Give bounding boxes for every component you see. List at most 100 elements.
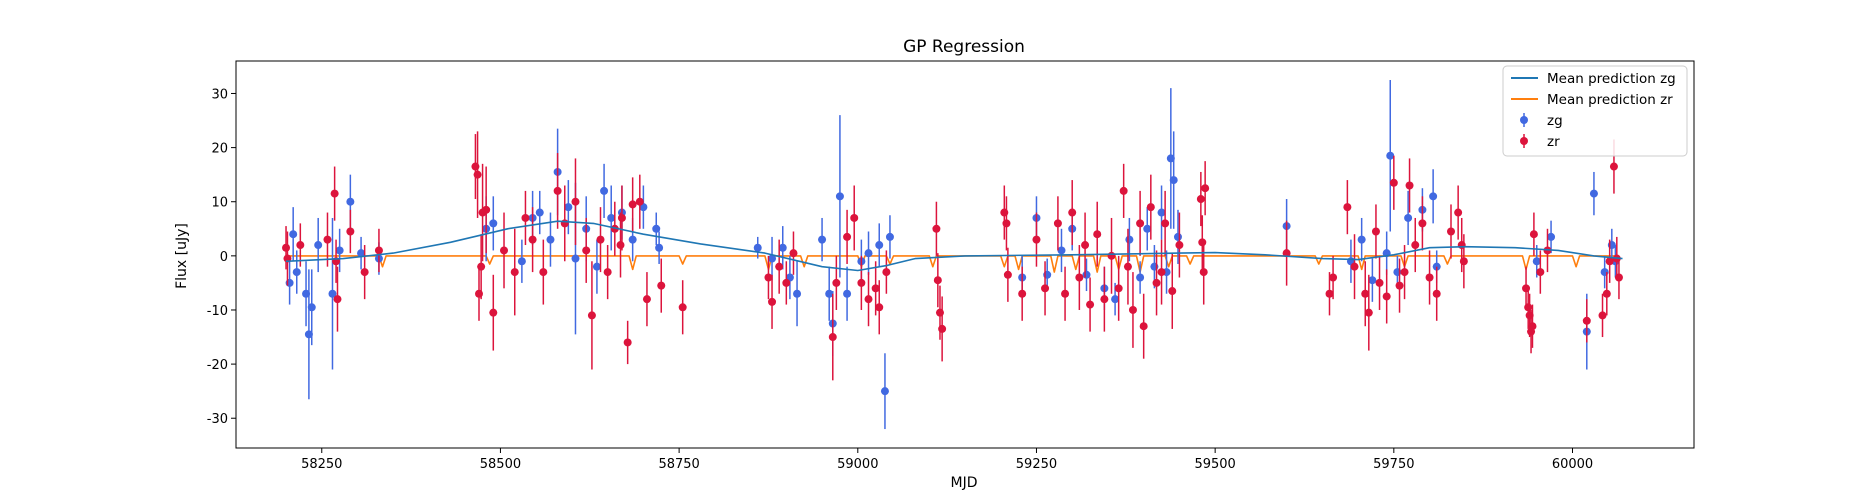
data-points: [282, 79, 1623, 430]
zg-point: [652, 224, 661, 233]
zr-point: [1614, 273, 1623, 282]
zr-point: [521, 213, 530, 222]
zr-point: [832, 278, 841, 287]
y-tick-label: -10: [207, 304, 228, 319]
zr-point: [882, 268, 891, 277]
zg-point: [1125, 235, 1134, 244]
x-axis-label: MJD: [951, 475, 978, 491]
zr-point: [482, 205, 491, 214]
zg-point: [1057, 246, 1066, 255]
zr-point: [1454, 208, 1463, 217]
zr-point: [330, 189, 339, 198]
zr-point: [616, 241, 625, 250]
zr-point: [596, 235, 605, 244]
y-tick-label: 30: [211, 87, 228, 102]
x-tick-label: 59500: [1194, 457, 1235, 472]
x-tick-label: 58250: [301, 457, 342, 472]
zg-point: [489, 219, 498, 228]
zr-point: [510, 268, 519, 277]
zr-point: [1371, 227, 1380, 236]
zg-point: [302, 289, 311, 298]
zr-point: [282, 243, 291, 252]
y-tick-label: -20: [207, 358, 228, 373]
zr-point: [1139, 322, 1148, 331]
legend-label-zg: zg: [1547, 113, 1563, 129]
zg-point: [314, 241, 323, 250]
zg-point: [1404, 213, 1413, 222]
zr-point: [560, 219, 569, 228]
zr-point: [678, 303, 687, 312]
zr-point: [1068, 208, 1077, 217]
zr-point: [539, 268, 548, 277]
zg-point: [1136, 273, 1145, 282]
zg-point: [304, 330, 313, 339]
zr-point: [1400, 268, 1409, 277]
zr-point: [782, 278, 791, 287]
zr-point: [657, 281, 666, 290]
zr-point: [333, 295, 342, 304]
zr-point: [789, 249, 798, 258]
zg-point: [1357, 235, 1366, 244]
y-tick-label: 10: [211, 196, 228, 211]
y-tick-label: 0: [220, 250, 228, 265]
zg-point: [1368, 276, 1377, 285]
zr-point: [1528, 322, 1537, 331]
zr-point: [473, 170, 482, 179]
zg-point: [535, 208, 544, 217]
zg-point: [1532, 257, 1541, 266]
legend-label-mean-zg: Mean prediction zg: [1547, 71, 1676, 87]
zg-point: [835, 192, 844, 201]
zr-point: [1447, 227, 1455, 236]
zg-point: [571, 254, 580, 263]
x-tick-label: 58500: [480, 457, 521, 472]
zr-point: [617, 213, 626, 222]
zr-point: [1609, 162, 1618, 171]
zg-point: [753, 243, 762, 252]
zr-point: [828, 333, 837, 342]
zr-point: [1128, 305, 1137, 314]
zr-point: [1382, 292, 1391, 301]
zr-point: [1053, 219, 1062, 228]
legend-swatch-point: [1520, 137, 1528, 145]
zr-point: [582, 246, 591, 255]
x-tick-label: 59250: [1016, 457, 1057, 472]
zg-point: [1143, 224, 1152, 233]
zr-point: [1459, 257, 1468, 266]
zr-point: [1282, 249, 1291, 258]
zr-point: [933, 276, 942, 285]
zr-point: [1100, 295, 1109, 304]
zr-point: [1157, 268, 1166, 277]
zr-point: [875, 303, 884, 312]
zg-point: [793, 289, 802, 298]
mean-prediction-zr-line: [286, 255, 1616, 273]
zr-point: [1075, 273, 1084, 282]
zg-point: [1429, 192, 1438, 201]
y-axis-label: Flux [uJy]: [174, 223, 190, 289]
zr-point: [857, 278, 866, 287]
zr-point: [553, 186, 562, 195]
zr-point: [489, 308, 498, 317]
zr-point: [1114, 284, 1123, 293]
chart-title: GP Regression: [903, 37, 1025, 57]
y-tick-label: 20: [211, 142, 228, 157]
zr-point: [1405, 181, 1414, 190]
zr-point: [843, 232, 852, 241]
legend: Mean prediction zg Mean prediction zr zg…: [1502, 65, 1688, 157]
zr-point: [1432, 289, 1441, 298]
zg-point: [307, 303, 316, 312]
mean-prediction-zg-line: [285, 220, 1623, 272]
zr-point: [1602, 289, 1611, 298]
zr-point: [1119, 186, 1128, 195]
zr-point: [768, 297, 777, 306]
zr-point: [1086, 300, 1095, 309]
zr-point: [1375, 278, 1384, 287]
legend-swatch-zr: [1520, 134, 1528, 148]
zg-point: [517, 257, 526, 266]
zr-point: [871, 284, 880, 293]
zr-point: [1107, 251, 1116, 260]
legend-swatch-point: [1520, 116, 1528, 124]
zr-mean-line-layer: [286, 255, 1616, 273]
zr-point: [1041, 284, 1050, 293]
zr-point: [571, 197, 580, 206]
zr-point: [323, 235, 332, 244]
